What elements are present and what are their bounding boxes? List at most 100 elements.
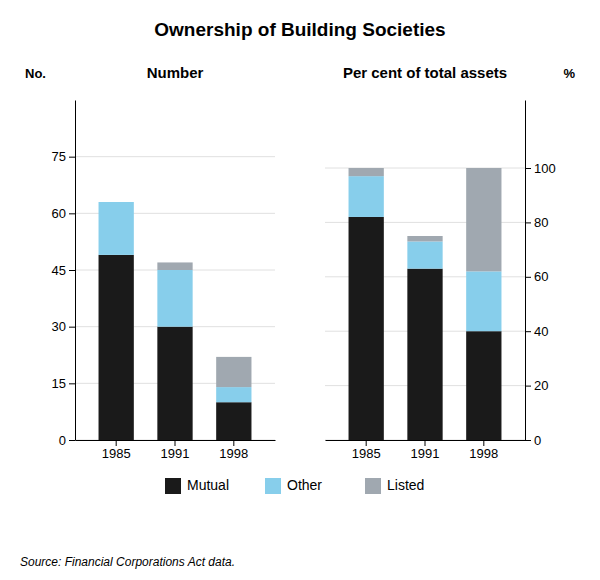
y-axis: 0 20 40 60 80 100 xyxy=(525,101,556,448)
bar xyxy=(349,176,384,217)
y-tick: 15 xyxy=(52,376,75,391)
y-tick-label: 0 xyxy=(534,433,541,448)
y-tick-label: 45 xyxy=(52,263,66,278)
y-tick-mark xyxy=(69,157,75,158)
y-tick-label: 40 xyxy=(534,324,548,339)
y-tick-label: 15 xyxy=(52,376,66,391)
bar xyxy=(349,217,384,440)
y-tick-label: 80 xyxy=(534,215,548,230)
x-tick-label: 1998 xyxy=(469,446,498,461)
y-tick-mark xyxy=(69,327,75,328)
y-tick-label: 60 xyxy=(52,206,66,221)
bar-series xyxy=(99,255,252,440)
y-tick-mark xyxy=(525,440,531,441)
grid-line xyxy=(75,156,275,157)
y-tick-label: 100 xyxy=(534,161,556,176)
y-label: No. xyxy=(25,66,46,81)
title: Ownership of Building Societies xyxy=(154,19,445,40)
y-label: % xyxy=(563,66,575,81)
x-tick-mark xyxy=(116,440,117,446)
y-tick: 60 xyxy=(52,206,75,221)
bar-series xyxy=(99,202,252,402)
bar xyxy=(157,270,192,327)
legend-label: Mutual xyxy=(187,477,229,493)
bar xyxy=(99,255,134,440)
y-tick-mark xyxy=(525,331,531,332)
y-tick: 30 xyxy=(52,319,75,334)
bar-series xyxy=(157,262,251,387)
y-tick-label: 0 xyxy=(59,433,66,448)
x-tick: 1991 xyxy=(161,440,190,461)
x-tick-label: 1985 xyxy=(352,446,381,461)
bar xyxy=(216,402,251,440)
bar xyxy=(349,168,384,176)
x-axis: 1985 1991 1998 xyxy=(76,440,276,461)
y-tick-mark xyxy=(69,270,75,271)
panel-title: Per cent of total assets xyxy=(343,64,507,81)
x-axis: 1985 1991 1998 xyxy=(326,440,526,461)
chart: Ownership of Building Societies198519911… xyxy=(0,0,600,580)
x-tick-label: 1991 xyxy=(411,446,440,461)
bar xyxy=(157,327,192,440)
bar xyxy=(466,168,501,271)
x-tick: 1991 xyxy=(411,440,440,461)
bar-series xyxy=(349,168,502,271)
bar xyxy=(216,387,251,402)
y-tick-mark xyxy=(69,440,75,441)
y-tick-label: 75 xyxy=(52,149,66,164)
legend-item: Mutual xyxy=(165,477,229,494)
y-tick: 75 xyxy=(52,149,75,164)
legend-item: Listed xyxy=(365,477,424,494)
bar xyxy=(99,202,134,255)
x-tick-mark xyxy=(425,440,426,446)
y-tick-mark xyxy=(525,168,531,169)
y-tick: 0 xyxy=(59,433,75,448)
legend-swatch xyxy=(265,478,281,494)
y-axis: 0 15 30 45 60 75 xyxy=(52,101,76,448)
y-tick: 0 xyxy=(525,433,541,448)
source-note: Source: Financial Corporations Act data. xyxy=(20,555,235,569)
grid xyxy=(75,157,275,440)
y-tick-label: 30 xyxy=(52,319,66,334)
x-tick-label: 1991 xyxy=(161,446,190,461)
bar xyxy=(99,202,134,203)
y-tick-mark xyxy=(69,213,75,214)
panel: 1985 1991 1998 0 15 30 45 60 75 Number No. xyxy=(25,64,276,461)
bar xyxy=(466,331,501,440)
panel: 1985 1991 1998 0 20 40 60 80 100 Per cent of tota… xyxy=(325,64,575,461)
bar xyxy=(407,269,442,440)
y-tick-label: 60 xyxy=(534,269,548,284)
grid xyxy=(325,168,525,440)
bar xyxy=(407,236,442,241)
x-tick: 1985 xyxy=(352,440,381,461)
x-tick-mark xyxy=(483,440,484,446)
y-tick: 80 xyxy=(525,215,548,230)
panel-title: Number xyxy=(147,64,204,81)
y-tick-mark xyxy=(525,386,531,387)
legend-label: Other xyxy=(287,477,322,493)
x-tick-mark xyxy=(366,440,367,446)
x-tick: 1985 xyxy=(102,440,131,461)
y-tick: 20 xyxy=(525,378,548,393)
y-tick-mark xyxy=(525,222,531,223)
bar xyxy=(466,271,501,331)
y-axis-line xyxy=(75,101,76,441)
x-tick-label: 1998 xyxy=(219,446,248,461)
x-tick-label: 1985 xyxy=(102,446,131,461)
legend-swatch xyxy=(165,478,181,494)
y-tick-label: 20 xyxy=(534,378,548,393)
bars xyxy=(99,202,252,440)
legend-swatch xyxy=(365,478,381,494)
x-tick: 1998 xyxy=(469,440,498,461)
bars xyxy=(349,168,502,440)
bar xyxy=(157,262,192,270)
legend-item: Other xyxy=(265,477,322,494)
y-tick-mark xyxy=(525,277,531,278)
bar xyxy=(216,357,251,387)
y-axis-line xyxy=(525,101,526,441)
x-tick-mark xyxy=(175,440,176,446)
y-tick-mark xyxy=(69,383,75,384)
y-tick: 40 xyxy=(525,324,548,339)
legend-label: Listed xyxy=(387,477,424,493)
bar xyxy=(407,241,442,268)
